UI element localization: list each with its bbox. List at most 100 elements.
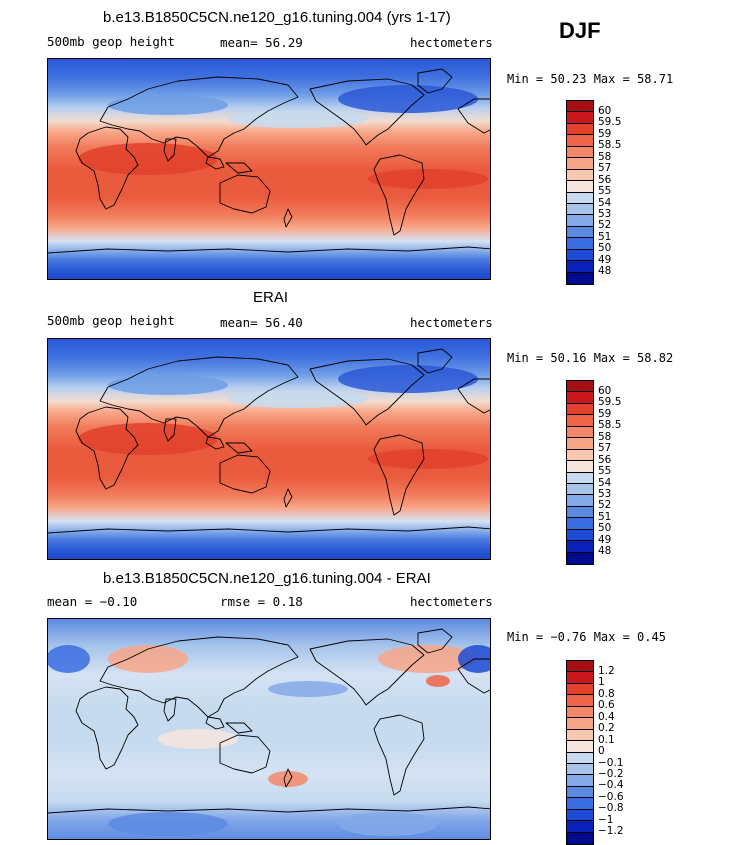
coastline: [309, 78, 425, 146]
colorbar-label: 54: [598, 196, 612, 209]
field-contour: [338, 365, 478, 393]
colorbar-label: 53: [598, 208, 612, 220]
coastline: [373, 434, 425, 516]
coastline: [205, 716, 225, 730]
panel3-units: hectometers: [410, 594, 493, 609]
colorbar-swatch: [567, 695, 593, 707]
field-contour: [368, 169, 488, 189]
field-contour: [48, 645, 90, 673]
coastline: [99, 636, 299, 718]
colorbar-swatch: [567, 832, 593, 844]
colorbar-label: 55: [598, 185, 612, 198]
field-contour: [158, 729, 238, 749]
colorbar-swatch: [567, 763, 593, 776]
colorbar-swatch: [567, 672, 593, 684]
colorbar-swatch: [567, 226, 593, 239]
colorbar-label: 50: [598, 242, 612, 255]
colorbar-swatch: [567, 786, 593, 799]
colorbar-label: 54: [598, 476, 612, 489]
colorbar-label: 48: [598, 545, 612, 558]
colorbar-label: −1: [598, 813, 614, 826]
coastline: [163, 698, 177, 722]
colorbar-swatch: [567, 426, 593, 439]
panel2-map: [47, 338, 491, 560]
colorbar-label: 52: [598, 499, 612, 512]
coastline: [163, 418, 177, 442]
colorbar-swatch: [567, 135, 593, 147]
colorbar-swatch: [567, 381, 593, 393]
coastline: [373, 714, 425, 796]
colorbar-swatch: [567, 261, 593, 273]
colorbar-swatch: [567, 272, 593, 284]
coastline: [205, 436, 225, 450]
colorbar-label: 49: [598, 533, 612, 546]
panel3-rmse: rmse = 0.18: [220, 594, 303, 609]
colorbar-label: 56: [598, 453, 612, 466]
panel1-title: b.e13.B1850C5CN.ne120_g16.tuning.004 (yr…: [103, 9, 451, 26]
panel2-colorbar: [566, 380, 594, 565]
colorbar-label: 60: [598, 104, 612, 117]
field-contour: [108, 812, 228, 836]
colorbar-swatch: [567, 158, 593, 170]
colorbar-label: 0.1: [598, 733, 615, 746]
colorbar-label: 58.5: [598, 139, 622, 152]
coastline: [75, 406, 139, 490]
colorbar-label: −1.2: [598, 825, 624, 838]
colorbar-swatch: [567, 552, 593, 564]
coastline: [75, 686, 139, 770]
coastline: [309, 358, 425, 426]
field-contour: [268, 681, 348, 697]
colorbar-label: 50: [598, 522, 612, 535]
colorbar-swatch: [567, 438, 593, 450]
field-contour: [268, 771, 308, 787]
colorbar-swatch: [567, 461, 593, 473]
coastline: [457, 98, 490, 134]
panel1-variable: 500mb geop height: [47, 34, 175, 49]
panel2-mean: mean= 56.40: [220, 315, 303, 330]
colorbar-label: −0.2: [598, 768, 624, 780]
colorbar-swatch: [567, 203, 593, 216]
colorbar-swatch: [567, 123, 593, 136]
coastline: [219, 174, 271, 214]
field-contour: [368, 449, 488, 469]
coastline: [283, 488, 293, 508]
coastline: [457, 378, 490, 414]
panel3-title: b.e13.B1850C5CN.ne120_g16.tuning.004 - E…: [103, 570, 431, 587]
colorbar-swatch: [567, 483, 593, 496]
colorbar-swatch: [567, 821, 593, 833]
coastline: [219, 734, 271, 774]
season-label: DJF: [559, 18, 601, 43]
colorbar-label: 48: [598, 265, 612, 278]
colorbar-swatch: [567, 215, 593, 227]
colorbar-swatch: [567, 112, 593, 124]
field-contour: [426, 675, 450, 687]
coastline: [75, 126, 139, 210]
colorbar-swatch: [567, 661, 593, 673]
field-contour: [108, 645, 188, 673]
colorbar-swatch: [567, 529, 593, 542]
colorbar-label: 49: [598, 253, 612, 266]
panel2-minmax: Min = 50.16 Max = 58.82: [507, 351, 674, 365]
colorbar-label: 1: [598, 676, 605, 689]
colorbar-label: −0.4: [598, 779, 624, 792]
colorbar-label: 55: [598, 465, 612, 478]
colorbar-label: 59: [598, 407, 612, 420]
colorbar-label: 0.4: [598, 710, 615, 723]
panel3-colorbar: [566, 660, 594, 845]
colorbar-label: 57: [598, 162, 612, 175]
colorbar-swatch: [567, 249, 593, 262]
panel1-map: [47, 58, 491, 280]
colorbar-label: 57: [598, 442, 612, 455]
colorbar-swatch: [567, 506, 593, 519]
colorbar-swatch: [567, 101, 593, 113]
colorbar-label: 51: [598, 510, 612, 523]
colorbar-label: 0.2: [598, 722, 615, 735]
coastline: [219, 454, 271, 494]
colorbar-swatch: [567, 403, 593, 416]
panel1-mean: mean= 56.29: [220, 35, 303, 50]
coastline: [373, 154, 425, 236]
colorbar-swatch: [567, 472, 593, 484]
panel2-title: ERAI: [253, 289, 289, 306]
colorbar-swatch: [567, 392, 593, 404]
coastline: [48, 246, 490, 254]
